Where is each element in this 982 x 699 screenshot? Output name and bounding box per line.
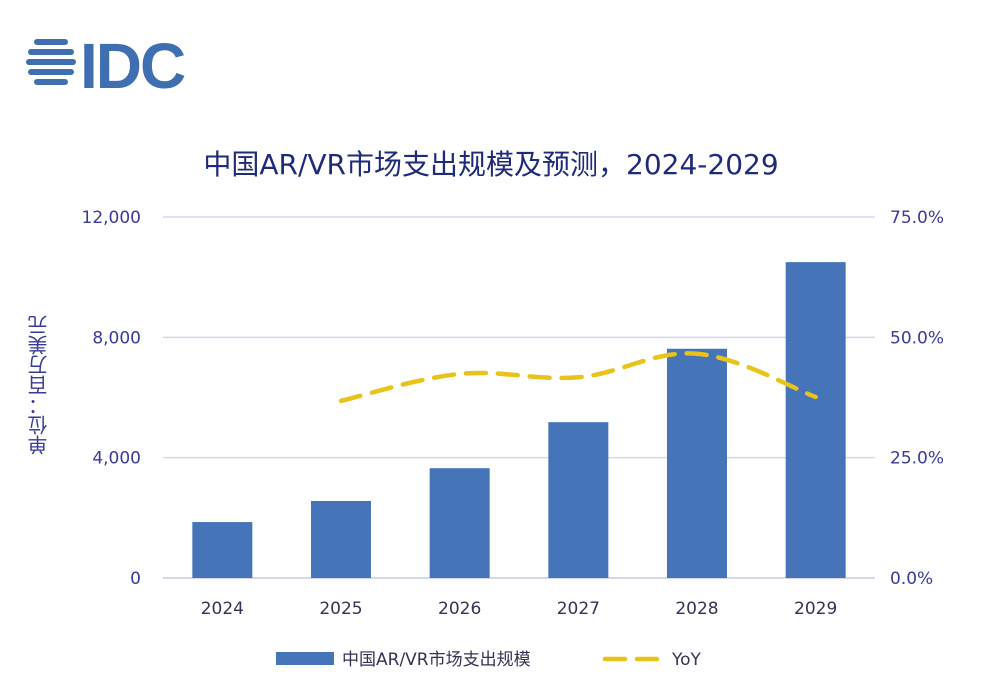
legend-line-label: YoY: [671, 650, 702, 670]
x-tick-label: 2028: [675, 599, 718, 619]
bar: [192, 522, 253, 578]
chart-title: 中国AR/VR市场支出规模及预测，2024-2029: [203, 148, 779, 181]
right-tick-label: 75.0%: [890, 208, 944, 228]
legend-bar-swatch: [276, 652, 334, 665]
x-tick-label: 2029: [794, 599, 837, 619]
legend-bar-label: 中国AR/VR市场支出规模: [342, 650, 531, 670]
x-tick-label: 2024: [201, 599, 244, 619]
right-tick-label: 25.0%: [890, 449, 944, 469]
bar: [667, 348, 727, 578]
x-tick-label: 2026: [438, 599, 481, 619]
left-tick-label: 8,000: [92, 328, 141, 348]
left-tick-label: 0: [130, 569, 141, 589]
right-tick-label: 0.0%: [890, 569, 933, 589]
yoy-line: [338, 351, 818, 404]
bar: [429, 468, 490, 578]
bar: [311, 500, 371, 578]
bar: [785, 262, 846, 578]
left-tick-label: 4,000: [92, 449, 141, 469]
idc-logo: IDC: [26, 30, 236, 102]
right-tick-label: 50.0%: [890, 328, 944, 348]
x-tick-label: 2027: [557, 599, 600, 619]
svg-text:IDC: IDC: [80, 30, 185, 100]
x-tick-label: 2025: [319, 599, 362, 619]
bar: [548, 422, 609, 578]
left-tick-label: 12,000: [82, 208, 141, 228]
